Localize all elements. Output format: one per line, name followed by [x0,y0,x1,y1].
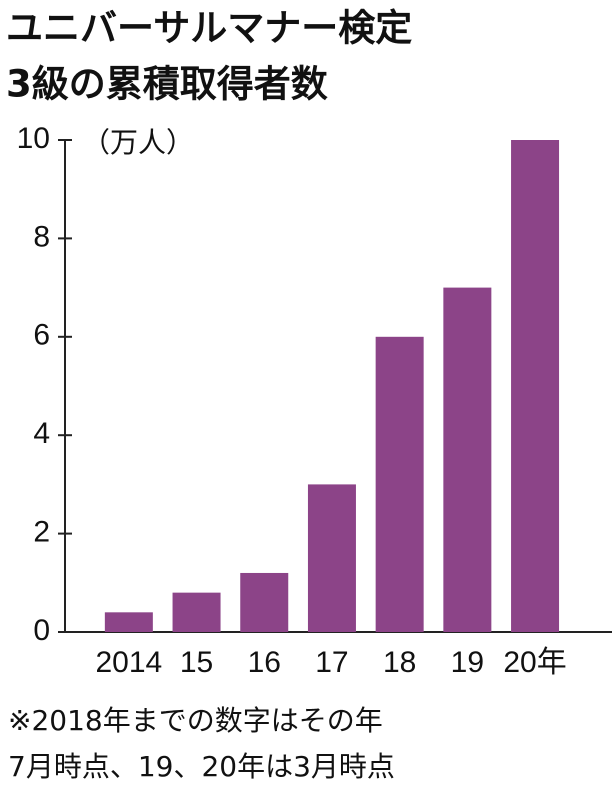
bar [443,287,492,632]
note: ※2018年までの数字はその年 [8,704,383,737]
y-tick-label: 2 [33,516,50,549]
y-tick-label: 0 [33,614,50,647]
bar [104,612,153,632]
y-tick-label: 6 [33,319,50,352]
note: 7月時点、19、20年は3月時点 [8,750,395,783]
x-tick-label: 15 [180,646,213,679]
bar [511,140,560,632]
y-axis-unit: （万人） [82,126,194,159]
y-tick-label: 10 [17,122,50,155]
x-tick-label: 19 [451,646,484,679]
y-tick-label: 8 [33,220,50,253]
y-tick-label: 4 [33,417,50,450]
bar [307,484,356,632]
bar [172,592,221,632]
chart-title: ユニバーサルマナー検定 [6,7,412,50]
bar [240,572,289,632]
chart-title: 3級の累積取得者数 [6,63,328,106]
x-tick-label: 18 [383,646,416,679]
x-tick-label: 2014 [95,646,162,679]
bar [375,336,424,632]
x-tick-label: 16 [248,646,281,679]
x-tick-label: 20年 [503,646,566,679]
x-tick-label: 17 [315,646,348,679]
